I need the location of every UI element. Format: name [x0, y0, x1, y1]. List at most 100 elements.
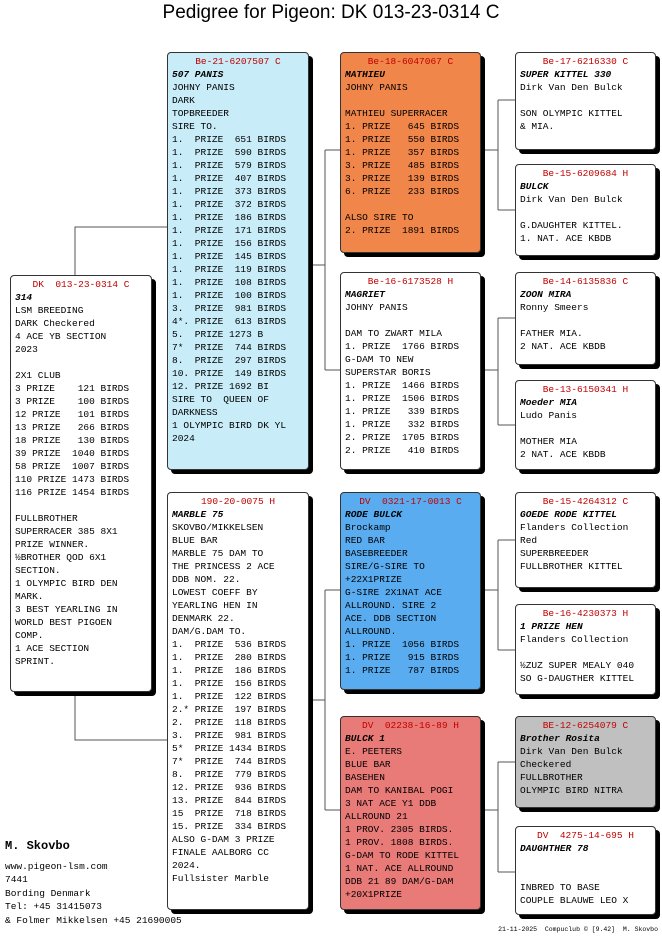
text-line: 3 PRIZE 100 BIRDS — [15, 396, 130, 407]
text-line: 1. PRIZE 372 BIRDS — [172, 199, 287, 210]
text-line: FULLBROTHER — [520, 772, 583, 783]
text-line: 1. PRIZE 108 BIRDS — [172, 277, 287, 288]
pigeon-name: DAUGHTHER 78 — [520, 843, 589, 854]
text-line: SO G-DAUGTHER KITTEL — [520, 673, 635, 684]
text-line: MOTHER MIA — [520, 436, 578, 447]
ring-number: Be-17-6216330 C — [542, 56, 629, 67]
text-line: Dirk Van Den Bulck — [520, 746, 623, 757]
text-line: BLUE BAR — [345, 759, 391, 770]
text-line: SECTION. — [15, 565, 61, 576]
text-line: FULLBROTHER — [15, 513, 78, 524]
text-line: DDB NOM. 22. — [172, 574, 241, 585]
text-line: FATHER MIA. — [520, 328, 583, 339]
text-line: BASEHEN — [345, 772, 385, 783]
ring-number: Be-16-4230373 H — [542, 608, 629, 619]
text-line: 1. PRIZE 100 BIRDS — [172, 290, 287, 301]
pigeon-card: Be-18-6047067 C MATHIEU JOHNY PANIS MATHIEU… — [340, 52, 481, 253]
text-line: ½BROTHER QOD 6X1 — [15, 552, 107, 563]
text-line: 13. PRIZE 844 BIRDS — [172, 795, 287, 806]
text-line: Ronny Smeers — [520, 302, 589, 313]
text-line: DAM/G.DAM TO. — [172, 626, 247, 637]
text-line: +20X1PRIZE — [345, 889, 403, 900]
text-line: DAM TO KANIBAL POGI — [345, 785, 454, 796]
text-line: G.DAUGHTER KITTEL. — [520, 220, 623, 231]
owner-line: www.pigeon-lsm.com — [5, 860, 108, 872]
text-line: ALLROUND. — [345, 626, 397, 637]
text-line: 3. PRIZE 981 BIRDS — [172, 303, 287, 314]
pigeon-card: DV 0321-17-0013 C RODE BULCK Brockamp RED B… — [340, 492, 481, 690]
pigeon-card: Be-13-6150341 H Moeder MIA Ludo Panis MOTHE… — [515, 380, 656, 470]
text-line: 39 PRIZE 1040 BIRDS — [15, 448, 130, 459]
text-line: & MIA. — [520, 121, 555, 132]
text-line: 15. PRIZE 334 BIRDS — [172, 821, 287, 832]
text-section: Ronny Smeers — [520, 301, 651, 314]
text-line: JOHNY PANIS — [345, 302, 408, 313]
text-section: MATHIEU SUPERRACER 1. PRIZE 645 BIRDS 1. P… — [345, 107, 476, 198]
text-line: ½ZUZ SUPER MEALY 040 — [520, 660, 635, 671]
text-line: 2. PRIZE 1705 BIRDS — [345, 432, 460, 443]
text-line: Fullsister Marble — [172, 873, 269, 884]
ring-number: DV 02238-16-89 H — [362, 720, 459, 731]
text-line: 8. PRIZE 297 BIRDS — [172, 355, 287, 366]
text-section: Flanders Collection — [520, 633, 651, 646]
text-line: G-DAM TO NEW — [345, 354, 414, 365]
text-line: 1. PRIZE 339 BIRDS — [345, 406, 460, 417]
pigeon-card: Be-15-6209684 H BULCK Dirk Van Den Bulck G.… — [515, 164, 656, 256]
text-line: 2024 — [172, 433, 195, 444]
text-line: 7* PRIZE 744 BIRDS — [172, 342, 287, 353]
pigeon-name: 507 PANIS — [172, 69, 224, 80]
text-section: Flanders Collection Red SUPERBREEDER FULLBR… — [520, 521, 651, 573]
text-section: JOHNY PANIS DARK TOPBREEDER SIRE TO. 1. PRIZ… — [172, 81, 304, 445]
text-line: DARKNESS — [172, 407, 218, 418]
text-line: Flanders Collection — [520, 522, 629, 533]
text-line: COMP. — [15, 630, 44, 641]
text-line: 6. PRIZE 233 BIRDS — [345, 186, 460, 197]
pigeon-card: Be-17-6216330 C SUPER KITTEL 330 Dirk Van … — [515, 52, 656, 150]
text-section: E. PEETERS BLUE BAR BASEHEN DAM TO KANIBAL … — [345, 745, 476, 901]
ring-number: Be-15-4264312 C — [542, 496, 629, 507]
pigeon-name: Moeder MIA — [520, 397, 578, 408]
pigeon-card: Be-16-6173528 H MAGRIET JOHNY PANIS DAM TO … — [340, 272, 481, 470]
text-line: 1. PRIZE 373 BIRDS — [172, 186, 287, 197]
text-line: 1. PRIZE 651 BIRDS — [172, 134, 287, 145]
text-line: E. PEETERS — [345, 746, 403, 757]
text-line: 12. PRIZE 936 BIRDS — [172, 782, 287, 793]
text-section: DAM TO ZWART MILA 1. PRIZE 1766 BIRDS G-DA… — [345, 327, 476, 457]
text-line: SON OLYMPIC KITTEL — [520, 108, 623, 119]
text-section: SKOVBO/MIKKELSEN BLUE BAR MARBLE 75 DAM TO… — [172, 521, 304, 885]
text-line: 4 ACE YB SECTION — [15, 331, 107, 342]
text-line: Checkered — [520, 759, 572, 770]
text-line: YEARLING HEN IN — [172, 600, 258, 611]
text-line: LOWEST COEFF BY — [172, 587, 258, 598]
text-section: ½ZUZ SUPER MEALY 040 SO G-DAUGTHER KITTEL — [520, 659, 651, 685]
text-line: 1. PRIZE 1766 BIRDS — [345, 341, 460, 352]
text-line: 1. PRIZE 1056 BIRDS — [345, 639, 460, 650]
text-section: 2X1 CLUB 3 PRIZE 121 BIRDS 3 PRIZE 100 BIR… — [15, 369, 147, 499]
text-line: 12. PRIZE 1692 BI — [172, 381, 269, 392]
text-line: MARK. — [15, 591, 44, 602]
text-line: INBRED TO BASE — [520, 882, 600, 893]
text-line: 2 NAT. ACE KBDB — [520, 449, 606, 460]
text-line: OLYMPIC BIRD NITRA — [520, 785, 623, 796]
text-line: 1 PROV. 2305 BIRDS. — [345, 824, 454, 835]
text-line: 15 PRIZE 718 BIRDS — [172, 808, 287, 819]
text-line: DENMARK 22. — [172, 613, 235, 624]
ring-number: BE-12-6254079 C — [542, 720, 629, 731]
owner-name: M. Skovbo — [5, 839, 70, 853]
text-line: 3. PRIZE 485 BIRDS — [345, 160, 460, 171]
pigeon-name: RODE BULCK — [345, 509, 403, 520]
ring-number: Be-14-6135836 C — [542, 276, 629, 287]
pigeon-name: MARBLE 75 — [172, 509, 224, 520]
text-line: COUPLE BLAUWE LEO X — [520, 895, 629, 906]
connector — [481, 539, 515, 651]
text-line: DAM TO ZWART MILA — [345, 328, 442, 339]
footer: 21-11-2025 Compuclub © [9.42] M. Skovbo — [498, 926, 658, 933]
ring-number: Be-13-6150341 H — [542, 384, 629, 395]
text-line: 1. PRIZE 1506 BIRDS — [345, 393, 460, 404]
pigeon-name: GOEDE RODE KITTEL — [520, 509, 617, 520]
pigeon-card: DK 013-23-0314 C 314 LSM BREEDING DARK Chec… — [10, 275, 152, 692]
text-line: LSM BREEDING — [15, 305, 84, 316]
text-line: 1. PRIZE 171 BIRDS — [172, 225, 287, 236]
ring-number: Be-15-6209684 H — [542, 168, 629, 179]
ring-number: DV 0321-17-0013 C — [359, 496, 462, 507]
